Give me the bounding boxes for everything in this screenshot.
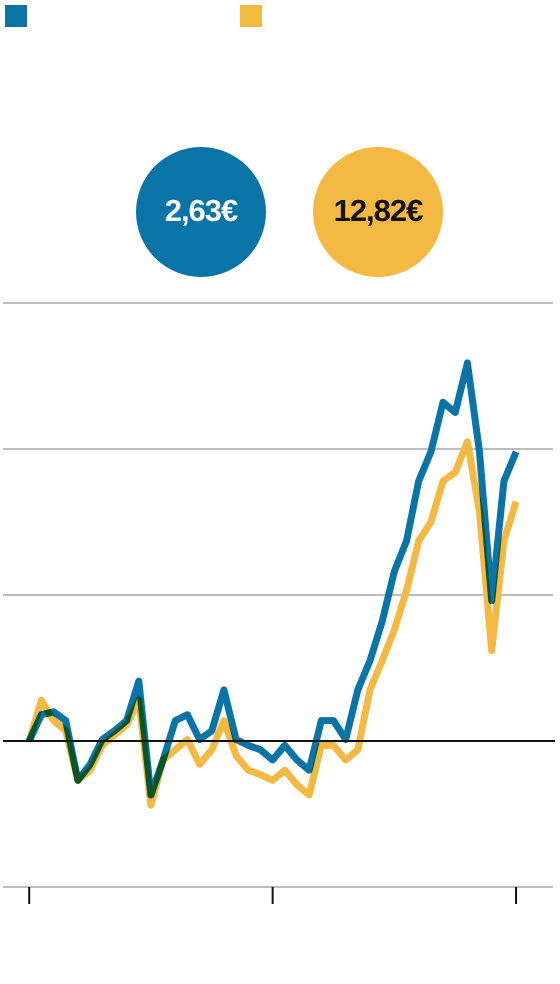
series-line <box>26 359 520 799</box>
series-line <box>25 438 520 809</box>
price-label: 2,63€ <box>165 193 238 228</box>
price-bubble <box>313 147 443 277</box>
legend-swatch <box>5 5 27 27</box>
lines <box>25 359 520 809</box>
price-bubble <box>136 147 266 277</box>
price-label: 12,82€ <box>334 193 424 228</box>
legend-swatch <box>240 5 262 27</box>
